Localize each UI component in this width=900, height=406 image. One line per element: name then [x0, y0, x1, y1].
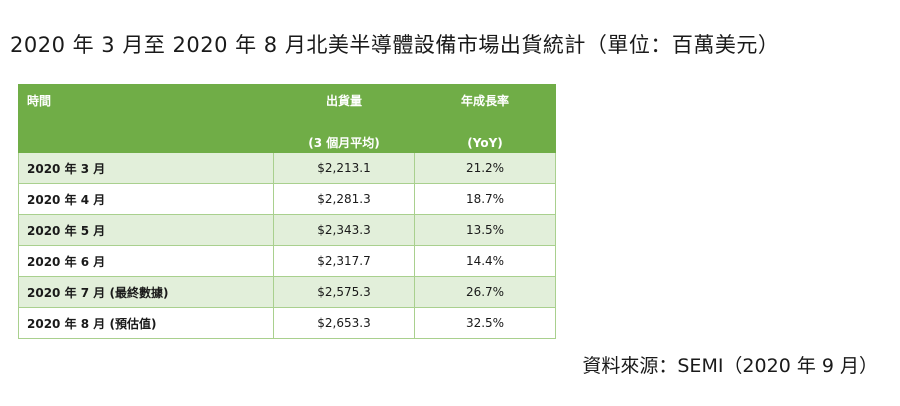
row-yoy: 32.5% [414, 307, 556, 339]
row-time: 2020 年 5 月 [18, 214, 274, 246]
table-row: 2020 年 3 月 $2,213.1 21.2% [18, 152, 556, 184]
header-shipments: 出貨量 (3 個月平均) [273, 84, 415, 153]
header-time-label: 時間 [27, 94, 52, 108]
row-value: $2,213.1 [273, 152, 415, 184]
row-value: $2,575.3 [273, 276, 415, 308]
header-time: 時間 [18, 84, 274, 153]
row-time: 2020 年 3 月 [18, 152, 274, 184]
table-row: 2020 年 4 月 $2,281.3 18.7% [18, 183, 556, 215]
header-shipments-label: 出貨量 [325, 94, 362, 108]
source-note: 資料來源：SEMI（2020 年 9 月） [582, 355, 878, 377]
row-yoy: 21.2% [414, 152, 556, 184]
row-yoy: 26.7% [414, 276, 556, 308]
page-title: 2020 年 3 月至 2020 年 8 月北美半導體設備市場出貨統計（單位：百… [10, 33, 780, 57]
row-value: $2,343.3 [273, 214, 415, 246]
row-time: 2020 年 7 月 (最終數據) [18, 276, 274, 308]
row-value: $2,317.7 [273, 245, 415, 277]
table-header-row: 時間 出貨量 (3 個月平均) 年成長率 (YoY) [18, 84, 556, 153]
table-row: 2020 年 5 月 $2,343.3 13.5% [18, 214, 556, 246]
header-growth-label: 年成長率 [460, 94, 509, 108]
table-row: 2020 年 7 月 (最終數據) $2,575.3 26.7% [18, 276, 556, 308]
table-row: 2020 年 6 月 $2,317.7 14.4% [18, 245, 556, 277]
row-yoy: 18.7% [414, 183, 556, 215]
header-shipments-sublabel: (3 個月平均) [308, 136, 380, 150]
row-time: 2020 年 8 月 (預估值) [18, 307, 274, 339]
row-yoy: 13.5% [414, 214, 556, 246]
header-growth: 年成長率 (YoY) [414, 84, 556, 153]
shipment-table: 時間 出貨量 (3 個月平均) 年成長率 (YoY) 2020 [18, 84, 556, 339]
row-time: 2020 年 6 月 [18, 245, 274, 277]
row-time: 2020 年 4 月 [18, 183, 274, 215]
row-value: $2,281.3 [273, 183, 415, 215]
row-yoy: 14.4% [414, 245, 556, 277]
row-value: $2,653.3 [273, 307, 415, 339]
header-growth-sublabel: (YoY) [467, 136, 503, 150]
table-row: 2020 年 8 月 (預估值) $2,653.3 32.5% [18, 307, 556, 339]
